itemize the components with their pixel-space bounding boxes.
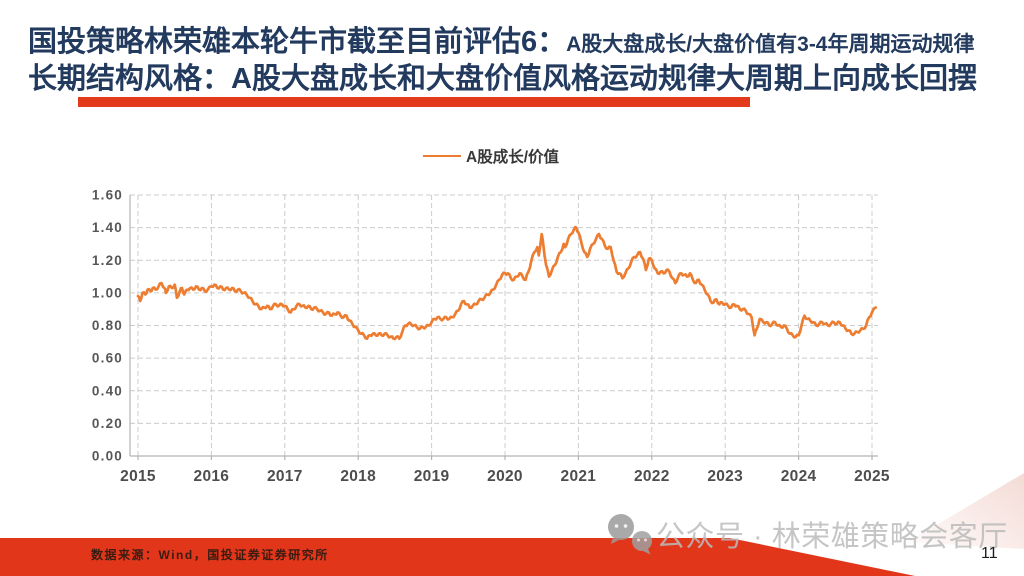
series-line (136, 225, 878, 341)
x-tick-label: 2017 (267, 468, 303, 485)
y-tick-label: 0.00 (92, 449, 123, 464)
legend-label: A股成长/价值 (466, 149, 560, 166)
title-block: 国投策略林荣雄本轮牛市截至目前评估6：A股大盘成长/大盘价值有3-4年周期运动规… (28, 26, 1024, 100)
title-line-1: 国投策略林荣雄本轮牛市截至目前评估6：A股大盘成长/大盘价值有3-4年周期运动规… (28, 26, 1024, 63)
title-line1-sub: A股大盘成长/大盘价值有3-4年周期运动规律 (566, 33, 975, 56)
chart-legend: A股成长/价值 (423, 145, 559, 167)
x-tick-label: 2018 (340, 468, 376, 485)
watermark-text: 公众号 · 林荣雄策略会客厅 (656, 521, 1008, 553)
x-tick-label: 2019 (414, 468, 450, 485)
x-tick-label: 2015 (120, 468, 156, 485)
y-tick-label: 1.40 (92, 220, 123, 235)
y-tick-label: 1.20 (92, 253, 123, 268)
data-source-note: 数据来源：Wind，国投证券证券研究所 (91, 548, 329, 562)
title-line1-main: 国投策略林荣雄本轮牛市截至目前评估6： (28, 26, 567, 58)
legend-line-swatch (423, 154, 461, 158)
y-tick-label: 0.60 (92, 351, 123, 366)
title-line-2: 长期结构风格：A股大盘成长和大盘价值风格运动规律大周期上向成长回摆 (28, 63, 1024, 100)
y-tick-label: 0.80 (92, 318, 123, 333)
title-underline-bar (78, 97, 750, 107)
y-tick-label: 1.00 (92, 285, 123, 300)
page-number: 11 (981, 545, 998, 562)
title-line2-text: 长期结构风格：A股大盘成长和大盘价值风格运动规律大周期上向成长回摆 (28, 63, 977, 95)
pink-wedge (908, 473, 1024, 549)
watermark: 公众号 · 林荣雄策略会客厅 (602, 510, 1008, 558)
x-tick-label: 2016 (194, 468, 230, 485)
wechat-icon (608, 514, 652, 555)
red-footer-band (0, 538, 915, 576)
x-tick-label: 2024 (781, 468, 817, 485)
y-tick-label: 0.40 (92, 383, 123, 398)
x-tick-label: 2022 (634, 468, 670, 485)
y-tick-label: 1.60 (92, 188, 123, 203)
x-tick-label: 2023 (707, 468, 743, 485)
y-tick-label: 0.20 (92, 416, 123, 431)
x-tick-label: 2021 (561, 468, 597, 485)
x-tick-label: 2025 (854, 468, 890, 485)
x-tick-label: 2020 (487, 468, 523, 485)
